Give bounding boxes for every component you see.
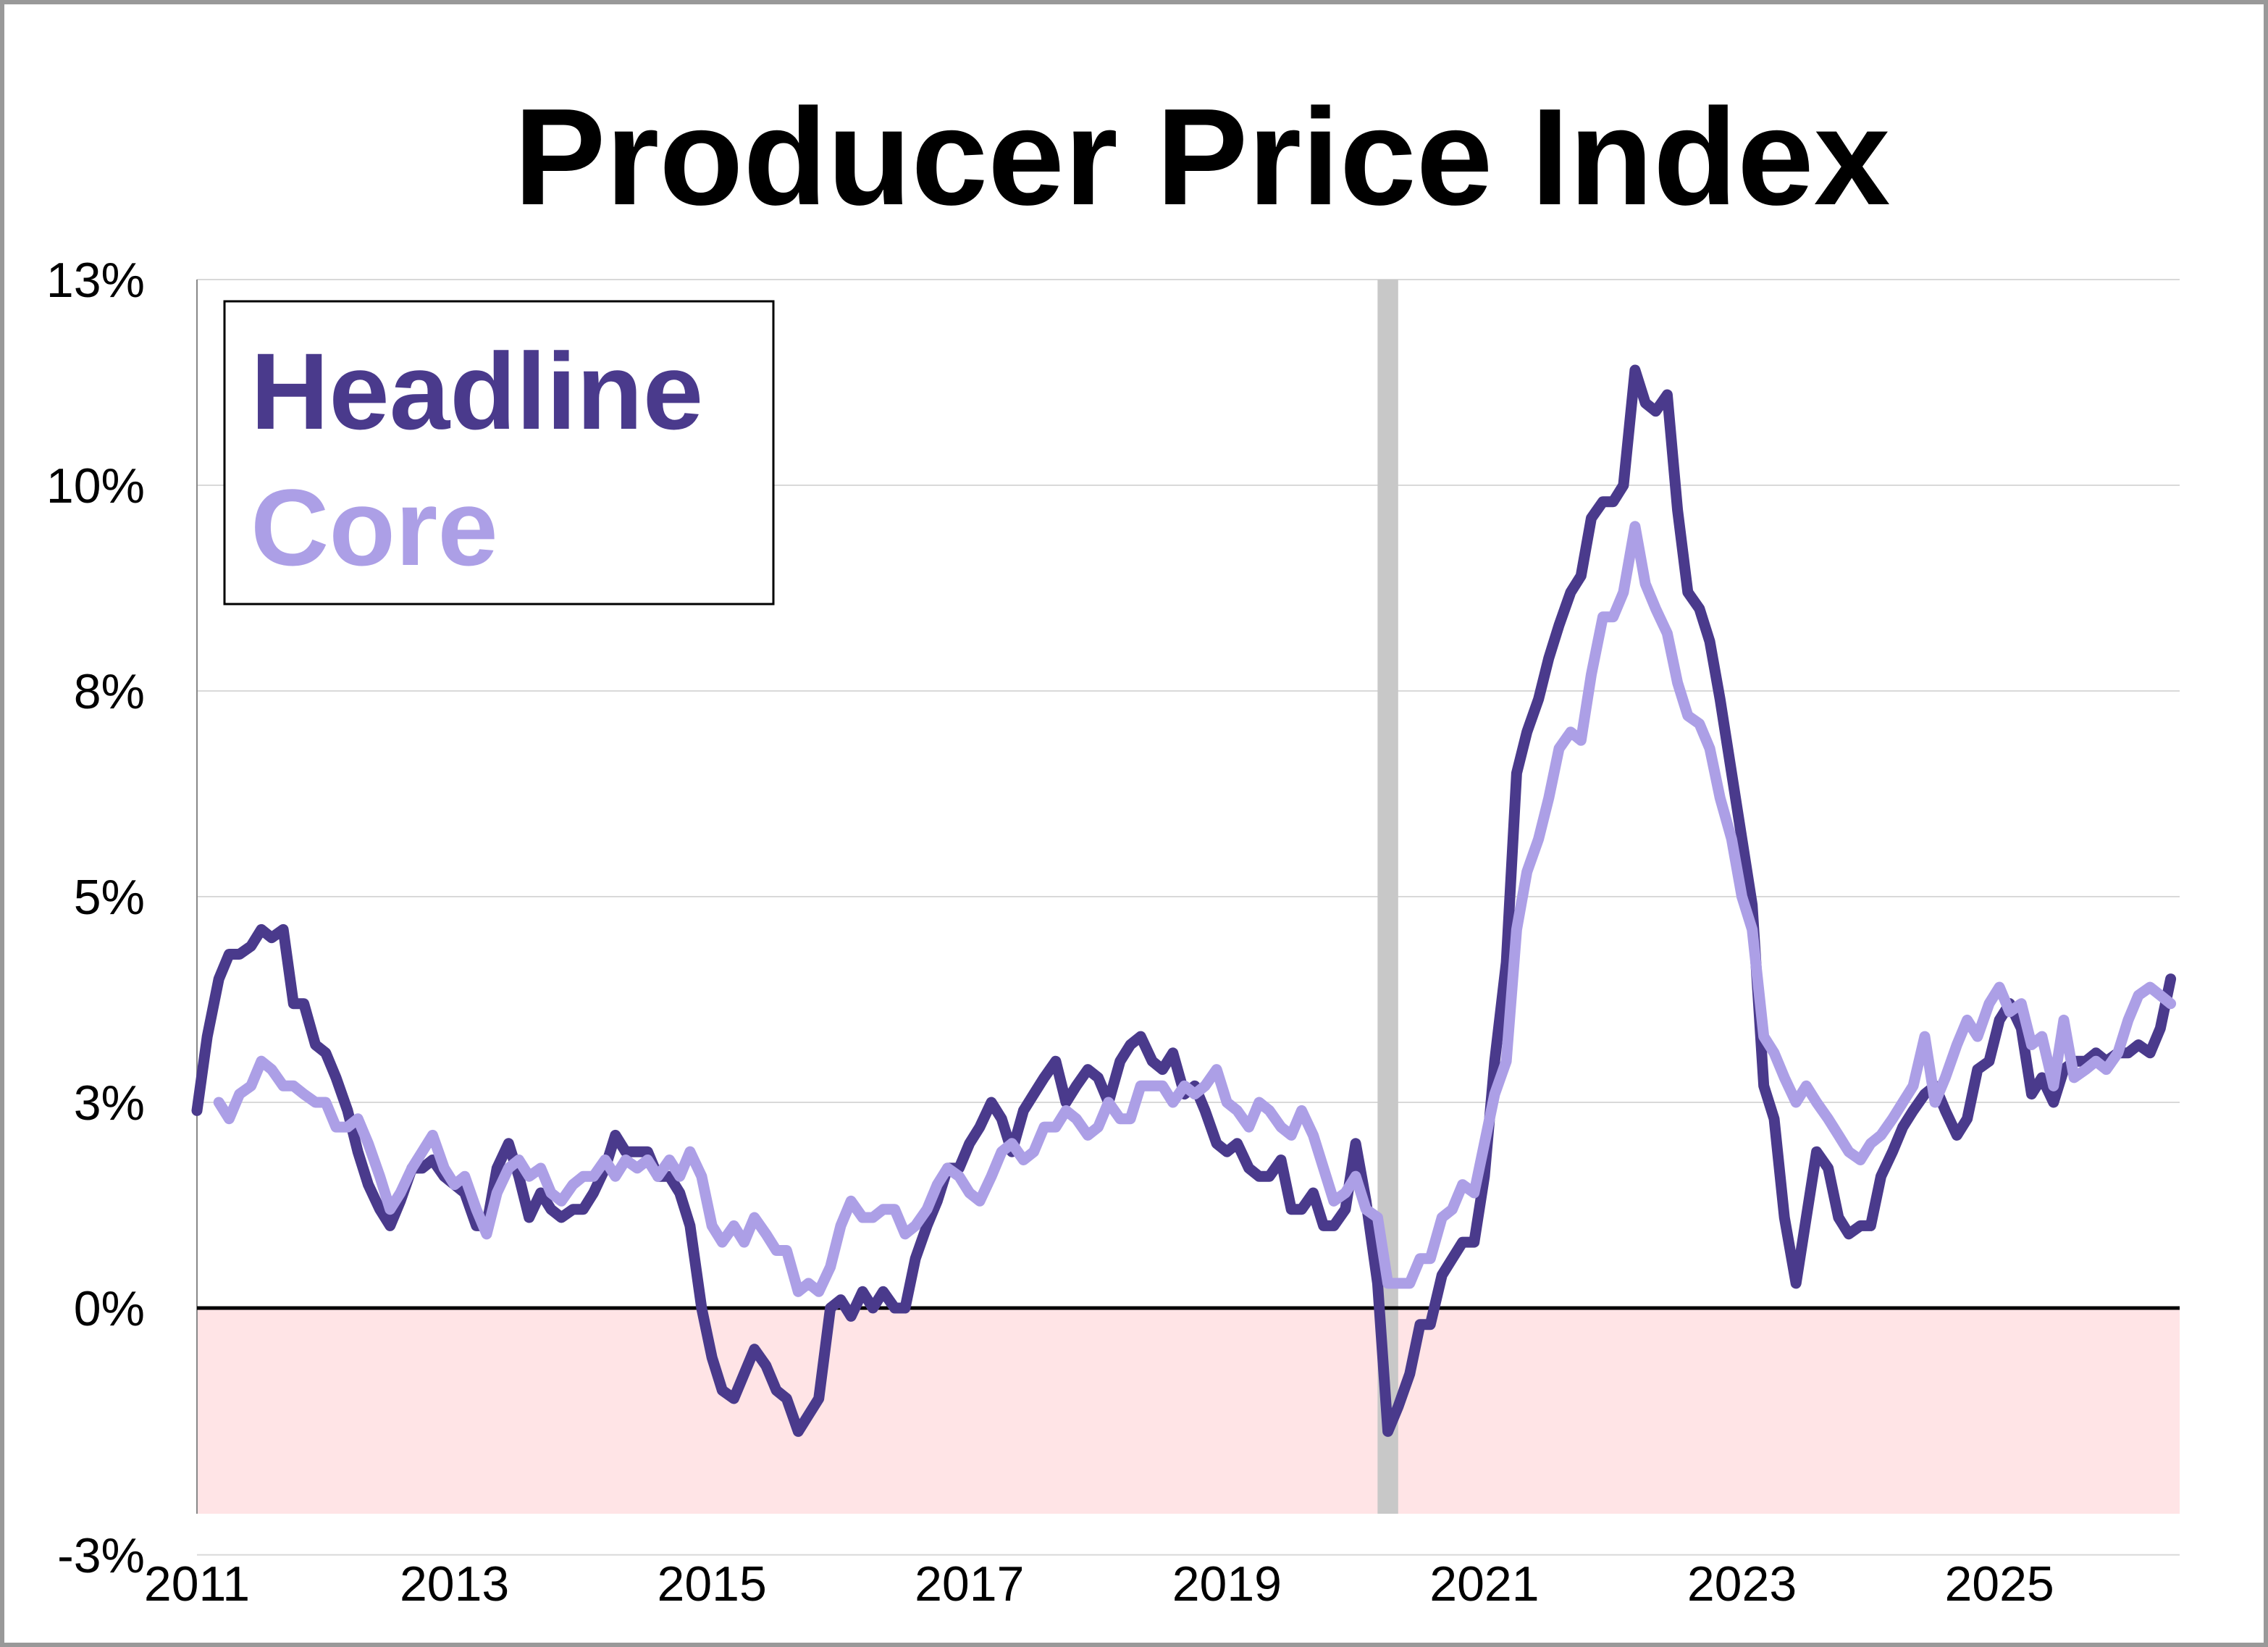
- negative-region-shading: [197, 1308, 2180, 1514]
- x-tick-label-2013: 2013: [400, 1556, 509, 1612]
- x-tick-label-2015: 2015: [658, 1556, 767, 1612]
- y-axis-tick-labels: -3% 0% 3% 5% 8% 10% 13%: [46, 253, 145, 1583]
- legend-headline-label: Headline: [251, 330, 703, 452]
- x-tick-label-2023: 2023: [1687, 1556, 1797, 1612]
- legend: Headline Core: [223, 300, 775, 605]
- y-tick-label-3: 5%: [74, 870, 145, 925]
- x-tick-label-2019: 2019: [1172, 1556, 1282, 1612]
- legend-core-label: Core: [251, 466, 498, 588]
- x-tick-label-2011: 2011: [144, 1556, 250, 1612]
- y-tick-label-2: 3%: [74, 1076, 145, 1131]
- y-tick-label-1: 0%: [74, 1281, 145, 1336]
- legend-box: [223, 300, 775, 605]
- x-tick-label-2025: 2025: [1944, 1556, 2054, 1612]
- x-tick-label-2021: 2021: [1429, 1556, 1539, 1612]
- y-tick-label-6: 13%: [46, 253, 145, 308]
- chart-title: Producer Price Index: [514, 80, 1891, 234]
- y-tick-label-0: -3%: [57, 1528, 145, 1583]
- x-tick-label-2017: 2017: [915, 1556, 1024, 1612]
- series-line-core: [213, 521, 2177, 1297]
- y-tick-label-4: 8%: [74, 664, 145, 719]
- y-tick-label-5: 10%: [46, 458, 145, 514]
- x-axis-tick-labels: 2011 2013 2015 2017 2019 2021 2023 2025: [144, 1556, 2054, 1612]
